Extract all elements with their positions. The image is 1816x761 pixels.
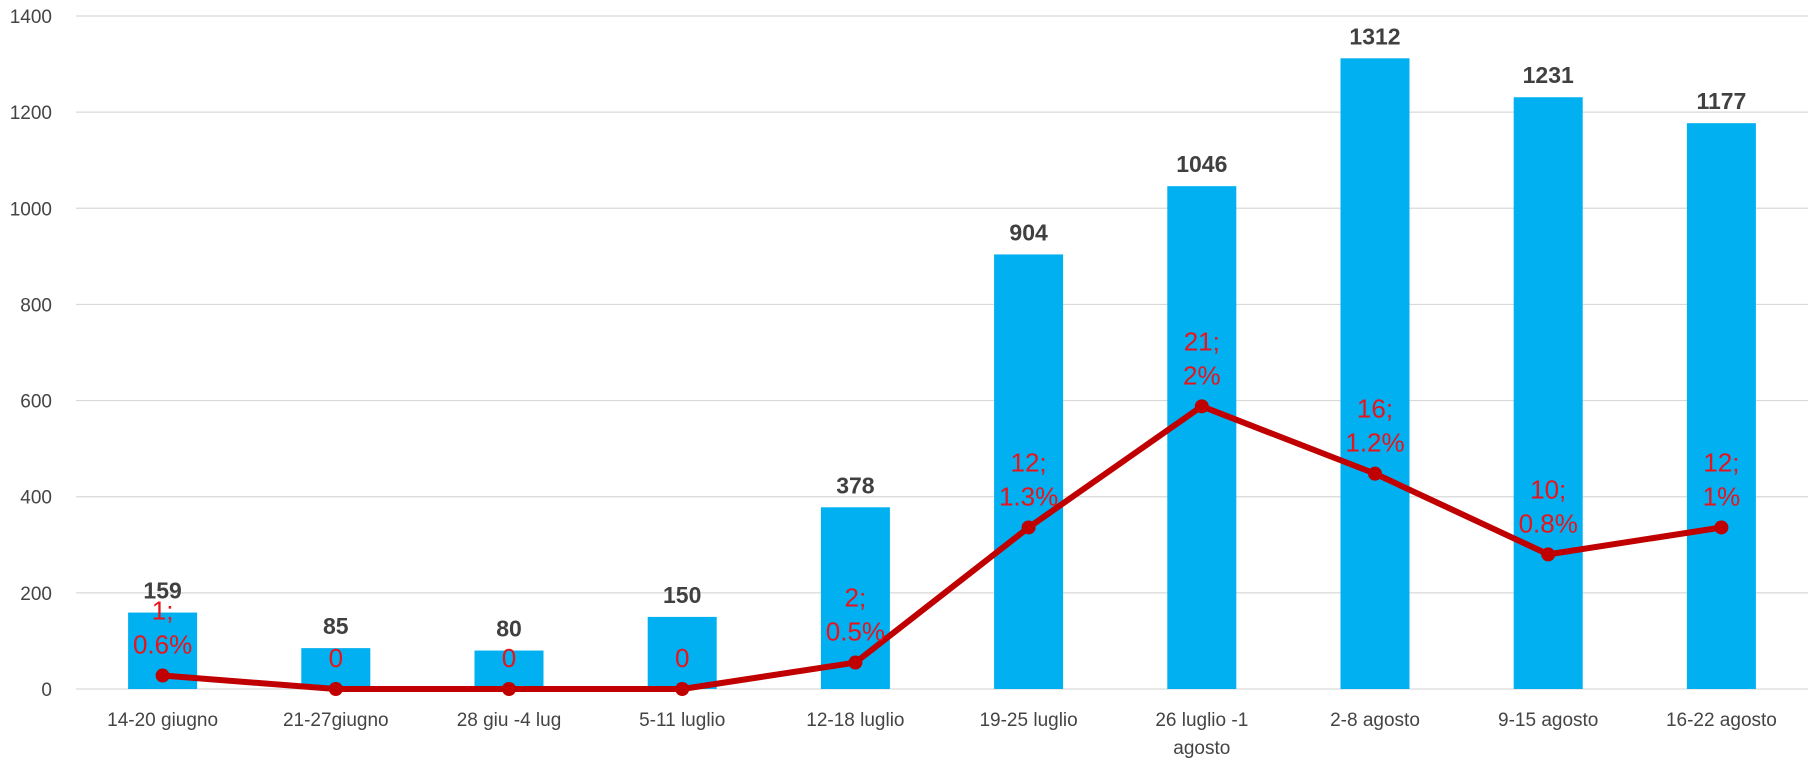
bar xyxy=(1167,186,1237,689)
bar-value-label: 1046 xyxy=(1176,151,1227,177)
line-value-label: 1.3% xyxy=(999,481,1058,511)
bar-value-label: 85 xyxy=(323,613,349,639)
line-value-label: 0.8% xyxy=(1519,508,1578,538)
y-tick-label: 1200 xyxy=(10,103,52,124)
line-series xyxy=(155,399,1729,696)
y-tick-label: 0 xyxy=(41,680,52,701)
line-point xyxy=(328,682,343,696)
line-value-label: 12; xyxy=(1011,447,1047,477)
line-value-label: 0 xyxy=(329,643,343,673)
bar-value-label: 80 xyxy=(496,616,522,642)
x-tick-label: 9-15 agosto xyxy=(1498,710,1598,731)
bar xyxy=(1340,58,1410,689)
y-tick-label: 1400 xyxy=(10,7,52,28)
y-tick-label: 800 xyxy=(20,295,52,316)
line-point xyxy=(1368,466,1382,481)
bar xyxy=(1513,97,1583,689)
line-value-label: 0.5% xyxy=(826,617,885,647)
y-tick-label: 400 xyxy=(20,488,52,509)
line-value-label: 0 xyxy=(675,643,689,673)
x-tick-label: 21-27giugno xyxy=(283,710,389,731)
line-value-label: 2% xyxy=(1183,360,1221,390)
bar-series xyxy=(128,58,1756,690)
line-point xyxy=(502,682,516,696)
x-tick-label: 14-20 giugno xyxy=(107,710,218,731)
line-value-label: 1% xyxy=(1703,481,1741,511)
line-value-label: 10; xyxy=(1530,474,1566,504)
x-tick-label: 19-25 luglio xyxy=(979,710,1077,731)
line-point xyxy=(1194,399,1209,414)
bar-value-label: 159 xyxy=(143,578,181,604)
bar xyxy=(1686,123,1756,690)
line-point xyxy=(1714,520,1729,535)
bar-value-label: 150 xyxy=(663,582,701,608)
line-value-label: 0.6% xyxy=(133,630,192,660)
bar-value-label: 1231 xyxy=(1523,62,1574,88)
bar xyxy=(647,616,717,689)
line-data-labels: 1; 0.6% 0 0 0 2; 0.5% 12; 1.3% 21; 2% 16; 1.2% 10; 0.8… xyxy=(133,326,1740,673)
x-tick-label: 12-18 luglio xyxy=(806,710,904,731)
x-tick-label: 26 luglio -1 xyxy=(1155,710,1248,731)
line-series-path xyxy=(159,403,1725,692)
y-axis-ticks: 0 200 400 600 800 1000 1200 1400 xyxy=(10,7,52,701)
x-tick-label: 28 giu -4 lug xyxy=(457,710,562,731)
line-value-label: 2; xyxy=(845,583,867,613)
gridlines xyxy=(76,15,1808,690)
x-tick-label: 16-22 agosto xyxy=(1666,710,1777,731)
bar-value-label: 1312 xyxy=(1349,23,1400,49)
x-tick-label: agosto xyxy=(1173,738,1230,759)
line-value-label: 0 xyxy=(502,643,516,673)
x-tick-label: 2-8 agosto xyxy=(1330,710,1420,731)
bar-value-label: 378 xyxy=(836,472,875,498)
line-point xyxy=(155,668,170,683)
bar-value-label: 1177 xyxy=(1696,88,1746,114)
line-value-label: 21; xyxy=(1184,326,1220,356)
bar-value-label: 904 xyxy=(1009,219,1048,245)
line-value-label: 12; xyxy=(1703,447,1739,477)
line-point xyxy=(1541,547,1556,562)
line-point xyxy=(675,682,690,696)
y-tick-label: 600 xyxy=(20,392,52,413)
bar xyxy=(994,254,1064,690)
y-tick-label: 200 xyxy=(20,584,52,605)
x-tick-label: 5-11 luglio xyxy=(639,710,725,731)
line-point xyxy=(1021,520,1036,535)
bar-data-labels: 159 85 80 150 378 904 1046 1312 1231 1177 xyxy=(143,23,1746,641)
y-tick-label: 1000 xyxy=(10,199,52,220)
line-point xyxy=(848,655,863,670)
line-value-label: 1.2% xyxy=(1345,428,1404,458)
line-value-label: 1; xyxy=(152,596,174,626)
x-axis-ticks: 14-20 giugno 21-27giugno 28 giu -4 lug 5-11… xyxy=(107,710,1777,759)
line-value-label: 16; xyxy=(1357,394,1393,424)
